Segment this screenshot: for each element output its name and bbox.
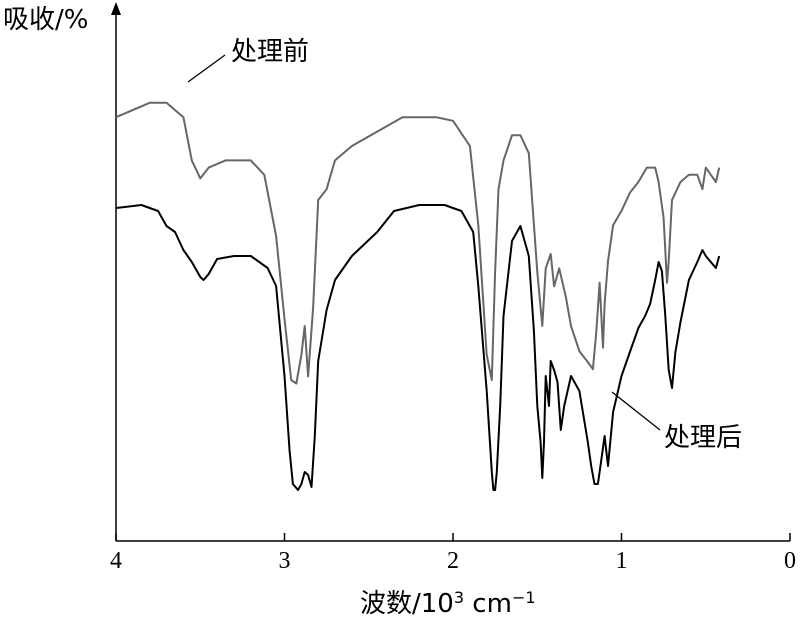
series-layer (115, 101, 721, 491)
series-line-after (115, 204, 721, 491)
series-line-before (115, 101, 721, 385)
annotation-leader-before (187, 54, 226, 83)
x-axis-label-main: 波数/10 (360, 589, 454, 619)
x-tick-label: 2 (447, 548, 459, 574)
y-axis-label: 吸收/% (3, 5, 88, 35)
x-axis-label-unit: cm (464, 589, 512, 619)
x-axis-label: 波数/103 cm−1 (360, 588, 536, 620)
x-tick-label: 1 (616, 548, 628, 574)
x-tick-label: 4 (110, 548, 122, 574)
x-axis-label-sup: 3 (454, 588, 464, 607)
x-tick-label: 0 (784, 548, 796, 574)
y-axis-arrow (111, 2, 121, 15)
annotation-leader-after (611, 391, 661, 431)
x-tick-label: 3 (279, 548, 291, 574)
annotation-label-after: 处理后 (664, 423, 742, 453)
annotation-label-before: 处理前 (231, 37, 309, 67)
x-axis-label-unit-sup: −1 (512, 588, 536, 607)
x-ticks: 4 3 2 1 0 (110, 533, 796, 574)
